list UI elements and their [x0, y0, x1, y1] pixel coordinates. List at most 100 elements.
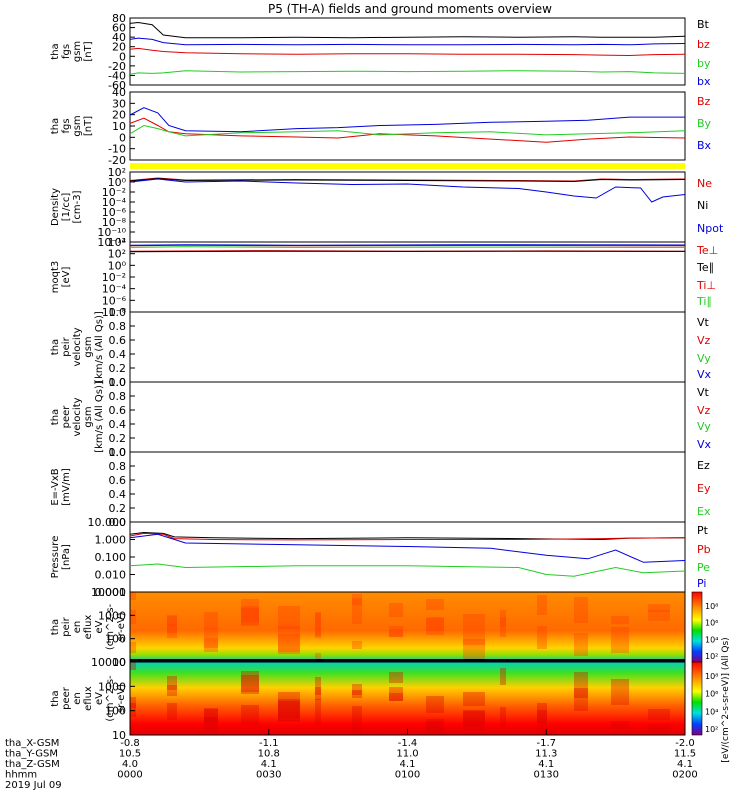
spectrogram-cell [426, 618, 444, 635]
spectrogram-cell [315, 687, 321, 695]
y-tick-label: 10⁻⁶ [102, 294, 127, 307]
y-axis-label: sr-eV) [116, 684, 127, 713]
y-tick-label: 0.6 [109, 474, 127, 487]
y-axis-label: E=-VxB [50, 468, 61, 505]
y-axis-label: en [72, 621, 83, 634]
y-tick-label: 10⁻² [102, 186, 126, 199]
spectrogram-cell [574, 633, 588, 656]
spectrogram-cell [167, 615, 177, 626]
spectrogram-cell [463, 631, 485, 645]
legend-Vx: Vx [697, 438, 712, 451]
x-tick-label: 4.1 [400, 759, 416, 770]
panel-frame [129, 241, 686, 313]
legend-Ne: Ne [697, 177, 712, 190]
spectrogram-cell [500, 707, 506, 727]
y-axis-label: tha [50, 690, 61, 706]
y-tick-label: 0.4 [109, 488, 127, 501]
legend-By: By [697, 117, 712, 130]
y-tick-label: 10⁰ [108, 176, 127, 189]
x-tick-label: 4.1 [538, 759, 554, 770]
colorbar-tick-label: 10⁶ [705, 690, 718, 699]
y-axis-label: [nT] [83, 116, 94, 136]
x-row-label: 2019 Jul 09 [5, 780, 62, 791]
x-row-label: tha_Z-GSM [5, 759, 60, 770]
y-tick-label: 0.2 [109, 362, 127, 375]
spectrogram-cell [500, 617, 506, 637]
legend-Ti⊥: Ti⊥ [696, 279, 716, 292]
legend-Ey: Ey [697, 482, 711, 495]
y-tick-label: 0.2 [109, 502, 127, 515]
series-line-Te∥ [129, 250, 686, 253]
spectrogram-cell [278, 699, 300, 722]
y-tick-label: 10⁰ [108, 259, 127, 272]
spectrogram [130, 592, 685, 662]
legend-Bz: Bz [697, 95, 711, 108]
y-tick-label: 10⁻¹⁰ [97, 226, 126, 239]
spectrogram-cell [204, 628, 218, 648]
x-axis: -0.810.54.00000-1.110.84.10030-1.411.04.… [5, 637, 731, 791]
y-axis-label: velocity [72, 327, 83, 366]
legend-Vz: Vz [697, 334, 711, 347]
y-axis-label: [nT] [83, 41, 94, 61]
spectrogram-cell [537, 626, 547, 649]
legend-Npot: Npot [697, 222, 724, 235]
spectrogram-cell [315, 653, 321, 661]
y-axis-label: [1/cc] [61, 193, 72, 222]
y-axis-label: [nPa] [61, 544, 72, 570]
x-tick-label: 4.1 [261, 759, 277, 770]
spectrogram-cell [352, 684, 362, 695]
y-tick-label: 1.0 [109, 376, 127, 389]
spectrogram-cell [426, 696, 444, 713]
spectrogram-cell [204, 708, 218, 722]
spectrogram-cell [426, 599, 444, 610]
spectrogram-cell [278, 626, 300, 652]
y-axis-label: tha [50, 619, 61, 635]
legend-Vt: Vt [697, 386, 710, 399]
y-tick-label: 10⁻⁸ [102, 306, 127, 319]
y-tick-label: 20 [112, 109, 126, 122]
y-tick-label: 0 [119, 131, 126, 144]
spectrogram-cell [241, 705, 259, 725]
y-axis-label: Density [50, 188, 61, 226]
y-tick-label: 10⁻⁶ [102, 206, 127, 219]
x-tick-label: 0200 [672, 770, 697, 781]
y-tick-label: 100 [105, 705, 126, 718]
spectrogram-cell [130, 703, 136, 717]
x-tick-label: 0000 [117, 770, 142, 781]
y-tick-label: 40 [112, 86, 126, 99]
spectrogram-cell [426, 719, 444, 733]
panel-peir_eflux: 10⁸ 10⁶ 10⁴ 10² 10000 1000 100 10 tha peir en eflux… [50, 586, 718, 669]
spectrogram-cell [500, 610, 506, 627]
y-tick-label: 10000 [91, 656, 126, 669]
y-tick-label: 60 [112, 22, 126, 35]
y-axis-label: fgs [61, 118, 72, 133]
series-line-Ti⊥ [129, 244, 686, 247]
y-axis-label: (cm^2-s- [105, 603, 116, 650]
x-tick-label: 11.0 [396, 749, 418, 760]
x-tick-label: 10.8 [258, 749, 280, 760]
legend-Bt: Bt [697, 18, 710, 31]
y-axis-label: tha [50, 339, 61, 355]
y-axis-label: sr-eV) [116, 612, 127, 641]
y-tick-label: 10.000 [88, 516, 127, 529]
y-tick-label: 0.010 [95, 569, 127, 582]
y-axis-label: velocity [72, 397, 83, 436]
spectrogram-cell [315, 613, 321, 636]
spectrogram-cell [278, 634, 300, 654]
colorbar-label: [eV/(cm^2-s-sr-eV)] (All Qs) [721, 637, 731, 762]
spectrogram-cell [241, 608, 259, 625]
x-row-label: tha_X-GSM [5, 738, 59, 749]
spectrogram-cell [389, 626, 403, 637]
y-tick-label: -40 [108, 69, 126, 82]
y-tick-label: 10² [108, 248, 126, 261]
y-tick-label: 10⁻⁸ [102, 216, 127, 229]
spectrogram-cell [389, 693, 403, 701]
y-tick-label: 0.8 [109, 390, 127, 403]
spectrogram-cell [130, 592, 136, 600]
y-tick-label: 0.001 [95, 586, 127, 599]
spectrogram-cell [352, 690, 362, 698]
colorbar-tick-label: 10² [705, 652, 718, 661]
legend-Ni: Ni [697, 199, 708, 212]
